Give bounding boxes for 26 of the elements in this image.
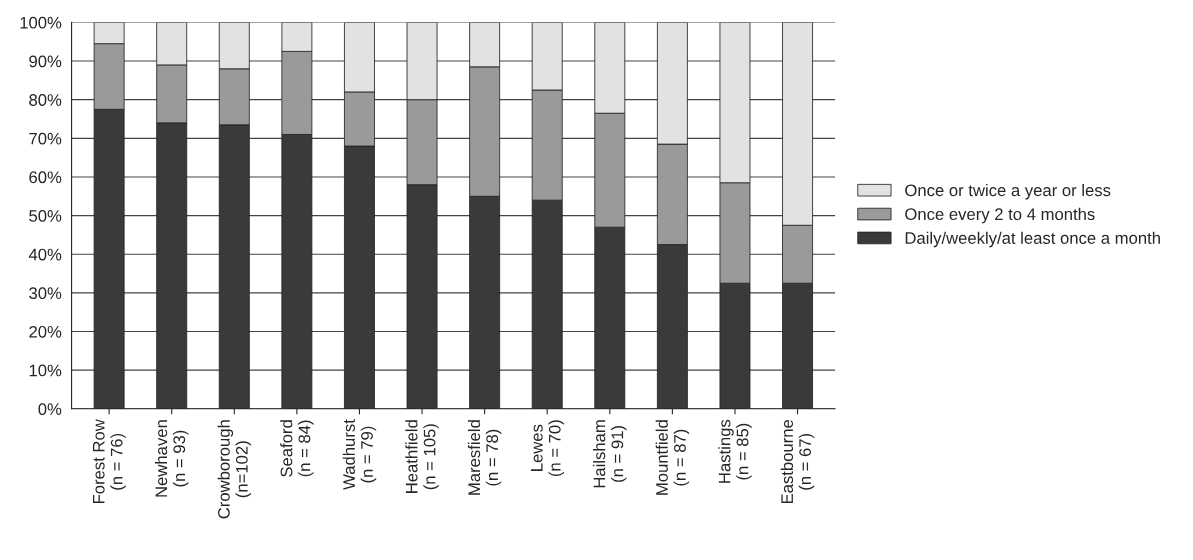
x-tick-label: Wadhurst (n = 79) (342, 419, 377, 490)
x-tick-label: Maresfield (n = 78) (467, 420, 502, 495)
x-tick-label: Hastings (n = 85) (718, 419, 752, 483)
legend-label: Daily/weekly/at least once a month (905, 231, 1160, 248)
x-tick-label: Eastbourne (n = 67) (780, 419, 815, 504)
x-tick-label: Newhaven (n = 93) (154, 420, 189, 497)
x-tick-label: Heathfield (n = 105) (405, 420, 439, 493)
y-tick-label: 70% (29, 132, 62, 145)
y-tick-label: 20% (29, 325, 62, 338)
y-tick-label: 90% (29, 55, 62, 68)
legend-label: Once every 2 to 4 months (905, 207, 1095, 224)
y-tick-label: 40% (28, 248, 62, 261)
y-tick-label: 80% (29, 94, 62, 106)
y-tick-label: 100% (20, 16, 62, 29)
x-tick-label: Seaford (n = 84) (280, 420, 314, 477)
y-tick-label: 60% (29, 171, 62, 184)
x-tick-label: Hailsham (n = 91) (593, 420, 627, 488)
x-tick-label: Forest Row (n = 76) (93, 419, 126, 504)
x-tick-label: Lewes (n = 70) (531, 420, 564, 477)
y-tick-label: 30% (29, 287, 62, 300)
y-tick-label: 0% (38, 403, 62, 415)
legend-label: Once or twice a year or less (905, 183, 1111, 200)
y-tick-label: 10% (29, 364, 62, 377)
y-tick-label: 50% (29, 210, 62, 222)
x-tick-label: Mountfield (n = 87) (655, 420, 690, 495)
x-tick-label: Crowborough (n=102) (217, 420, 252, 519)
